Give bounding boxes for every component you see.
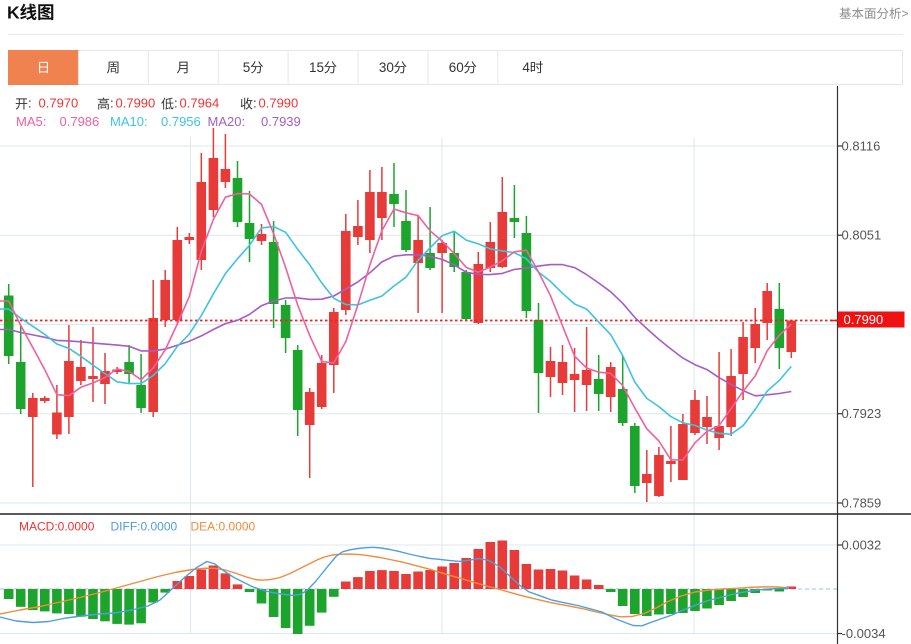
svg-text:5: 5 <box>243 60 251 75</box>
svg-text:0.7986: 0.7986 <box>60 114 100 129</box>
svg-text:30: 30 <box>379 60 394 75</box>
svg-text::: : <box>174 96 178 111</box>
svg-text:0.0032: 0.0032 <box>842 538 882 553</box>
svg-text:DIFF:0.0000: DIFF:0.0000 <box>111 520 178 534</box>
svg-text:K: K <box>7 3 20 23</box>
svg-text:MACD:0.0000: MACD:0.0000 <box>19 520 95 534</box>
svg-text:MA10:: MA10: <box>110 114 148 129</box>
svg-text:0.7923: 0.7923 <box>842 406 882 421</box>
svg-text:0.7859: 0.7859 <box>842 496 882 511</box>
svg-text::: : <box>28 96 32 111</box>
svg-text:0.8116: 0.8116 <box>842 139 881 154</box>
svg-text:4: 4 <box>522 60 530 75</box>
svg-text:0.7964: 0.7964 <box>180 96 220 111</box>
svg-text:-0.0034: -0.0034 <box>842 626 886 641</box>
svg-text::: : <box>110 96 114 111</box>
svg-text:0.7956: 0.7956 <box>161 114 201 129</box>
svg-text:0.7970: 0.7970 <box>39 96 79 111</box>
svg-text:>: > <box>902 7 909 21</box>
svg-text:60: 60 <box>449 60 464 75</box>
svg-text:0.7990: 0.7990 <box>844 312 884 327</box>
svg-text:0.7990: 0.7990 <box>259 96 299 111</box>
svg-text:15: 15 <box>309 60 324 75</box>
svg-text:MA20:: MA20: <box>208 114 246 129</box>
svg-text:0.7990: 0.7990 <box>116 96 156 111</box>
svg-text:0.8051: 0.8051 <box>842 228 882 243</box>
svg-text::: : <box>253 96 257 111</box>
svg-text:MA5:: MA5: <box>16 114 46 129</box>
svg-text:0.7939: 0.7939 <box>261 114 301 129</box>
svg-text:DEA:0.0000: DEA:0.0000 <box>191 520 256 534</box>
